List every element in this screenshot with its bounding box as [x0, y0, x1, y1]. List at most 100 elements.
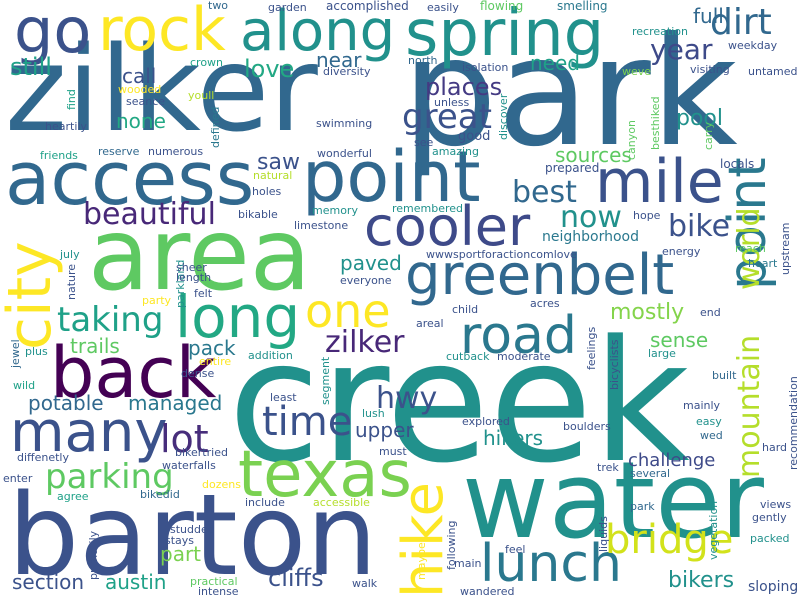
- cloud-word-small: youll: [188, 89, 215, 102]
- cloud-word: bike: [668, 209, 731, 244]
- cloud-word-small: length: [176, 271, 212, 284]
- cloud-word-small: least: [270, 391, 297, 404]
- cloud-word: one: [305, 284, 391, 338]
- cloud-word: full: [693, 4, 724, 28]
- cloud-word: bridge: [605, 517, 734, 563]
- cloud-word-small: main: [454, 557, 482, 570]
- cloud-word-small: plus: [25, 345, 48, 358]
- cloud-word-small: find: [65, 89, 78, 110]
- cloud-word-small: untamed: [748, 65, 798, 78]
- cloud-word-small: visiting: [690, 63, 730, 76]
- cloud-word: paved: [340, 251, 402, 275]
- cloud-word-small: friends: [40, 149, 78, 162]
- cloud-word: hikers: [483, 426, 544, 450]
- cloud-word: pool: [676, 106, 723, 131]
- cloud-word-small: flowing: [480, 0, 524, 13]
- cloud-word: sloping: [748, 579, 799, 595]
- cloud-word: love: [244, 55, 295, 83]
- cloud-word-small: crown: [190, 56, 224, 69]
- cloud-word-small: easy: [696, 415, 722, 428]
- cloud-word: part: [160, 542, 202, 566]
- cloud-word-small: diversity: [323, 65, 371, 78]
- cloud-word-small: carry: [702, 121, 715, 150]
- cloud-word: rock: [98, 0, 226, 65]
- cloud-word: zilker: [5, 20, 318, 158]
- cloud-word-small: dozens: [202, 478, 241, 491]
- cloud-word-small: agree: [57, 490, 89, 503]
- cloud-word-small: segment: [319, 356, 332, 405]
- cloud-word-small: bikertried: [175, 446, 228, 459]
- cloud-word: greenbelt: [405, 243, 675, 308]
- cloud-word: none: [116, 109, 166, 133]
- cloud-word-small: accomplished: [326, 0, 409, 13]
- cloud-word: managed: [128, 391, 223, 415]
- cloud-word: bikers: [668, 568, 735, 593]
- cloud-word-small: acres: [530, 297, 560, 310]
- cloud-word-small: unless: [434, 96, 470, 109]
- cloud-word: section: [12, 570, 85, 594]
- cloud-word-small: garden: [268, 1, 307, 14]
- cloud-word: austin: [105, 570, 167, 594]
- cloud-word: many: [10, 400, 168, 465]
- cloud-word-small: stays: [165, 534, 195, 547]
- cloud-word: parking: [45, 457, 174, 497]
- cloud-word-small: amazing: [432, 145, 479, 158]
- cloud-word-small: holes: [252, 185, 282, 198]
- cloud-word-small: jewel: [9, 339, 22, 368]
- cloud-word-small: easily: [427, 1, 459, 14]
- cloud-word-small: numerous: [148, 145, 204, 158]
- cloud-word-small: gently: [752, 511, 787, 524]
- cloud-word-small: bikedid: [140, 488, 180, 501]
- cloud-word: sense: [650, 328, 709, 352]
- cloud-word-small: prepared: [545, 161, 600, 175]
- cloud-word: challenge: [628, 450, 716, 471]
- cloud-word-small: vegetation: [707, 500, 720, 560]
- cloud-word: cooler: [364, 195, 531, 258]
- cloud-word: lot: [160, 417, 209, 461]
- cloud-word: great: [402, 97, 492, 137]
- cloud-word: barton: [8, 471, 378, 600]
- cloud-word-small: end: [700, 306, 721, 319]
- cloud-word-small: north: [408, 54, 438, 67]
- cloud-word-small: areal: [416, 317, 444, 330]
- cloud-word-small: wwwsportforactioncomlove: [426, 248, 577, 261]
- cloud-word: saw: [257, 150, 300, 175]
- cloud-word: neighborhood: [542, 229, 639, 245]
- cloud-word-small: trek: [597, 461, 619, 474]
- cloud-word: lunch: [480, 534, 622, 594]
- cloud-word: mountain: [732, 334, 767, 478]
- cloud-word-small: must: [379, 445, 407, 458]
- cloud-word-small: everyone: [340, 274, 392, 287]
- cloud-word-small: primarily: [87, 530, 100, 580]
- cloud-word-small: isolation: [462, 61, 509, 74]
- cloud-word-small: natural: [253, 169, 293, 182]
- cloud-word: along: [240, 0, 396, 64]
- cloud-word-small: recommendation: [787, 376, 800, 470]
- cloud-word: water: [462, 439, 765, 562]
- cloud-word-small: party: [142, 294, 172, 307]
- cloud-word-small: good: [458, 129, 491, 144]
- cloud-word-small: wonderful: [317, 147, 372, 160]
- cloud-word: mile: [595, 147, 724, 217]
- cloud-word-small: canyon: [625, 120, 638, 160]
- cloud-word: spring: [405, 0, 605, 71]
- cloud-word-small: see: [414, 136, 434, 149]
- cloud-word-small: entire: [199, 355, 232, 368]
- cloud-word-small: liquids: [597, 516, 610, 552]
- cloud-word: taking: [57, 300, 164, 340]
- cloud-word-small: addition: [248, 349, 293, 362]
- cloud-word: dirt: [710, 2, 772, 43]
- cloud-word-small: hard: [762, 441, 788, 454]
- cloud-word: still: [10, 53, 52, 81]
- cloud-word: area: [88, 196, 311, 313]
- cloud-word-small: feel: [505, 543, 526, 556]
- cloud-word-small: discover: [497, 93, 510, 140]
- cloud-word-small: weekday: [728, 39, 778, 52]
- cloud-word-small: bicyclists: [608, 339, 621, 390]
- cloud-word-small: seance: [126, 95, 166, 108]
- cloud-word: places: [425, 73, 503, 101]
- cloud-word: potable: [28, 391, 104, 415]
- cloud-word: need: [530, 51, 580, 75]
- cloud-word-small: heartily: [45, 120, 87, 133]
- cloud-word-small: park: [630, 500, 655, 513]
